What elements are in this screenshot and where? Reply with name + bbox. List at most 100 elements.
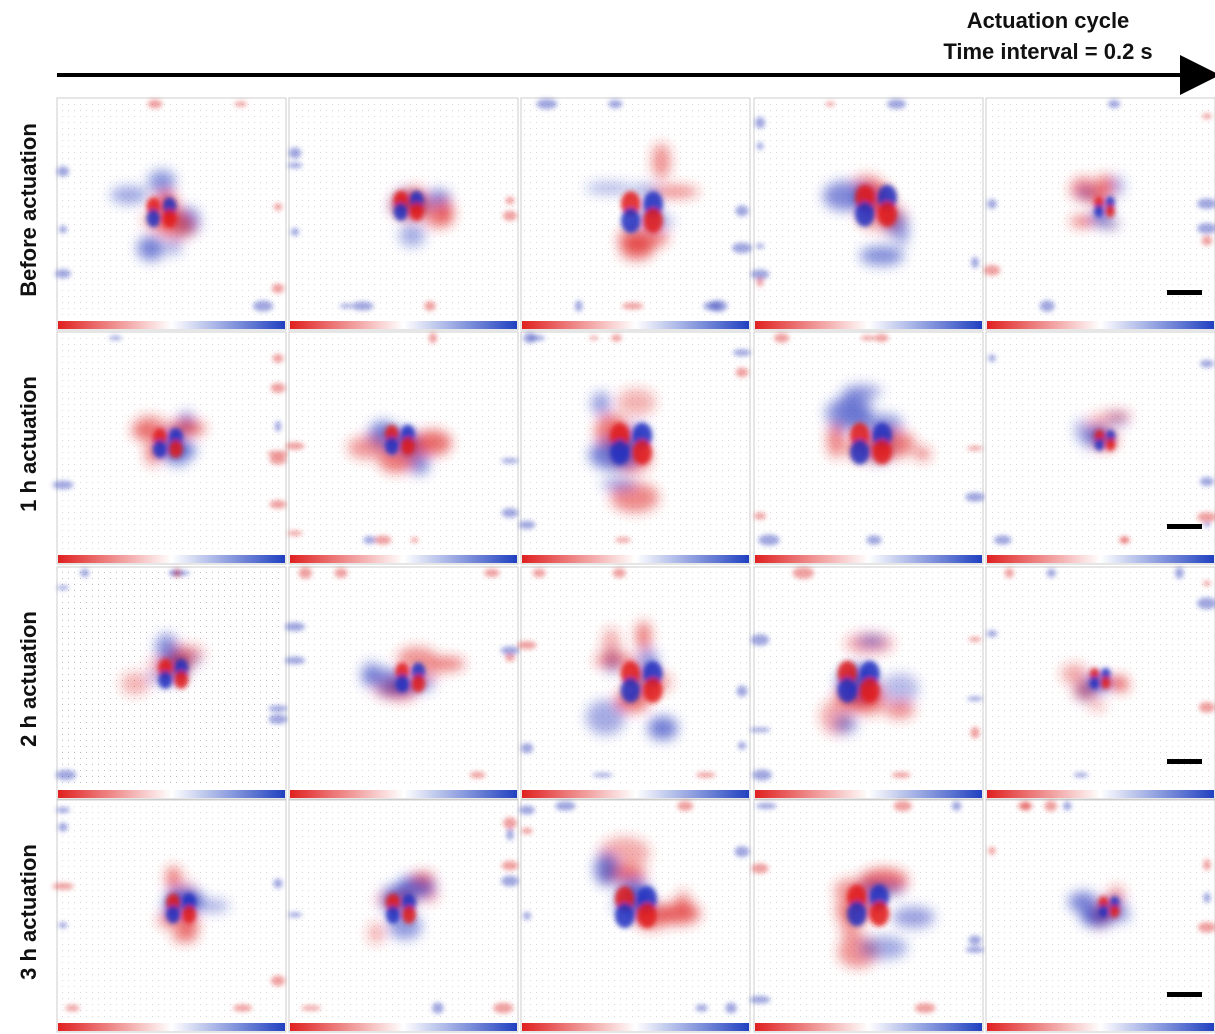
strain-blob bbox=[413, 430, 452, 456]
strain-panel bbox=[985, 566, 1215, 800]
color-bar bbox=[755, 321, 982, 329]
edge-blob bbox=[734, 846, 750, 858]
scale-bar bbox=[1167, 290, 1202, 295]
edge-blob bbox=[58, 225, 68, 234]
strain-blob bbox=[895, 212, 909, 246]
strain-lobe bbox=[610, 439, 630, 465]
edge-blob bbox=[339, 303, 353, 309]
edge-blob bbox=[1203, 580, 1211, 587]
edge-noise bbox=[986, 567, 1215, 778]
edge-blob bbox=[891, 772, 911, 778]
strain-blob bbox=[1096, 174, 1114, 197]
edge-blob bbox=[58, 822, 68, 832]
edge-blob bbox=[774, 333, 790, 343]
edge-blob bbox=[290, 227, 300, 236]
strain-blob bbox=[1068, 891, 1098, 913]
strain-core bbox=[158, 658, 189, 689]
edge-blob bbox=[751, 863, 769, 874]
edge-blob bbox=[284, 656, 306, 665]
strain-lobe bbox=[854, 201, 875, 227]
edge-blob bbox=[756, 142, 764, 150]
color-bar bbox=[987, 555, 1214, 563]
edge-blob bbox=[269, 500, 287, 509]
scale-bar bbox=[1167, 524, 1202, 529]
strain-panel bbox=[285, 331, 519, 565]
strain-blob bbox=[1110, 175, 1124, 197]
strain-blob bbox=[411, 872, 435, 885]
color-bar bbox=[755, 555, 982, 563]
edge-blob bbox=[612, 568, 626, 578]
edge-blob bbox=[410, 537, 419, 543]
strain-lobe bbox=[384, 436, 399, 455]
edge-noise bbox=[54, 99, 285, 312]
edge-blob bbox=[268, 714, 288, 724]
strain-blob bbox=[1089, 700, 1106, 711]
color-bar bbox=[987, 1023, 1214, 1031]
edge-blob bbox=[506, 828, 514, 841]
strain-field bbox=[361, 646, 465, 701]
strain-lobe bbox=[1089, 676, 1100, 689]
edge-noise bbox=[52, 807, 285, 1012]
edge-noise bbox=[749, 800, 985, 1013]
strain-panel bbox=[55, 566, 288, 800]
strain-lobe bbox=[393, 202, 408, 221]
edge-blob bbox=[1174, 567, 1184, 579]
edge-blob bbox=[965, 946, 985, 953]
strain-lobe bbox=[1094, 204, 1104, 218]
strain-core bbox=[610, 422, 653, 465]
edge-blob bbox=[55, 769, 77, 781]
strain-blob bbox=[859, 936, 908, 960]
strain-lobe bbox=[409, 202, 424, 221]
strain-lobe bbox=[168, 440, 183, 459]
edge-blob bbox=[732, 349, 752, 357]
edge-blob bbox=[610, 334, 622, 342]
edge-blob bbox=[432, 1002, 444, 1014]
edge-blob bbox=[484, 568, 500, 578]
strain-panel bbox=[284, 566, 520, 800]
edge-blob bbox=[874, 334, 889, 342]
strain-panel bbox=[749, 799, 985, 1033]
strain-panel bbox=[519, 799, 751, 1033]
strain-core bbox=[385, 893, 416, 924]
edge-noise bbox=[983, 99, 1215, 312]
edge-blob bbox=[273, 878, 283, 889]
strain-core bbox=[1098, 896, 1120, 918]
edge-blob bbox=[288, 912, 302, 918]
edge-blob bbox=[334, 567, 348, 579]
edge-blob bbox=[968, 636, 982, 642]
strain-blob bbox=[616, 388, 656, 416]
strain-core bbox=[847, 884, 890, 927]
strain-lobe bbox=[1105, 438, 1116, 451]
strain-blob bbox=[110, 186, 148, 204]
strain-blob bbox=[172, 929, 198, 943]
edge-blob bbox=[695, 772, 716, 778]
strain-blob bbox=[1082, 431, 1098, 450]
edge-blob bbox=[518, 520, 536, 530]
edge-blob bbox=[56, 585, 70, 590]
strain-core bbox=[1094, 196, 1116, 218]
edge-blob bbox=[536, 98, 558, 110]
strain-blob bbox=[155, 633, 178, 662]
edge-blob bbox=[860, 335, 876, 341]
strain-core bbox=[393, 190, 424, 221]
strain-blob bbox=[428, 656, 465, 671]
edge-noise bbox=[52, 335, 289, 509]
edge-blob bbox=[270, 382, 286, 394]
edge-blob bbox=[756, 277, 764, 287]
strain-lobe bbox=[1109, 904, 1120, 918]
strain-panel bbox=[983, 97, 1215, 331]
edge-blob bbox=[608, 99, 623, 109]
strain-blob bbox=[1090, 211, 1109, 226]
strain-blob bbox=[347, 436, 388, 460]
edge-blob bbox=[893, 800, 912, 812]
edge-blob bbox=[501, 875, 519, 887]
strain-core bbox=[620, 660, 663, 703]
strain-lobe bbox=[860, 677, 880, 703]
strain-blob bbox=[368, 922, 385, 944]
edge-blob bbox=[519, 805, 535, 815]
edge-blob bbox=[887, 99, 907, 109]
edge-blob bbox=[792, 567, 815, 579]
strain-panel bbox=[749, 566, 984, 800]
color-bar bbox=[755, 1023, 982, 1031]
edge-blob bbox=[709, 300, 728, 312]
